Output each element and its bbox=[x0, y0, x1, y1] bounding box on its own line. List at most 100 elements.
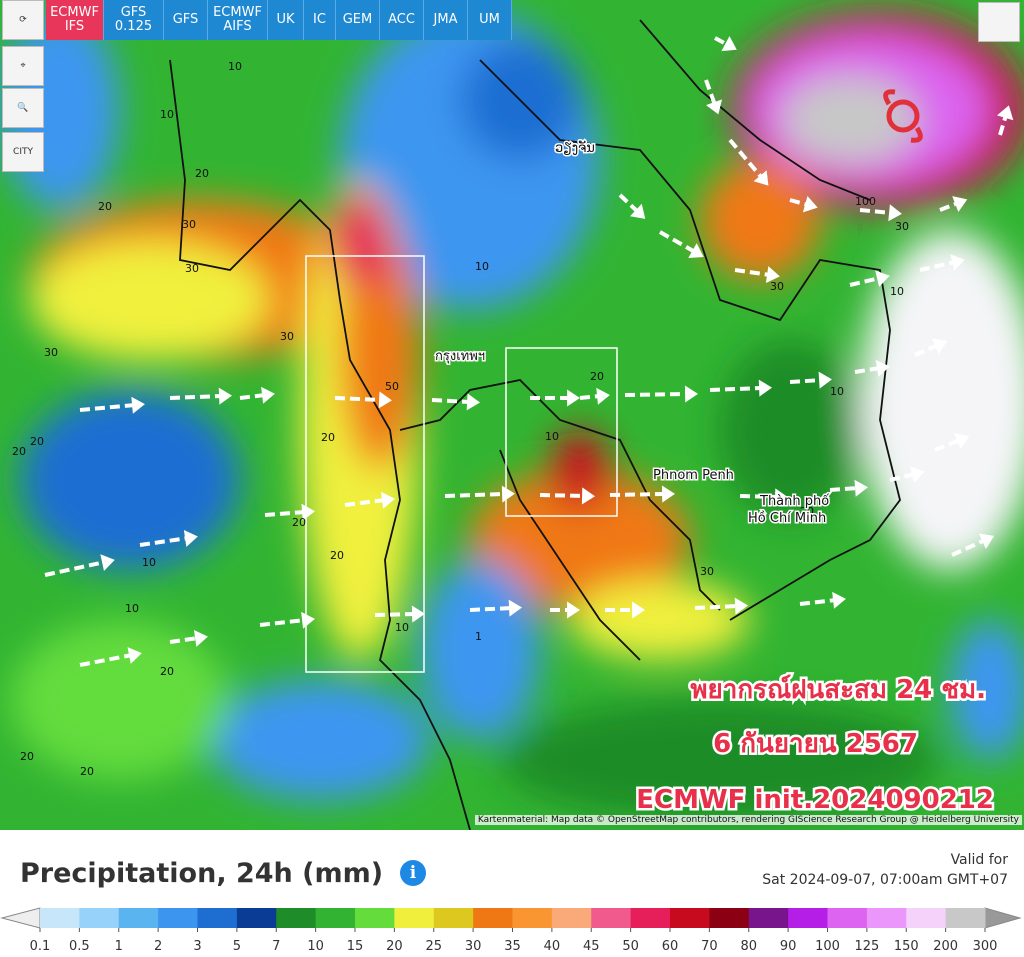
model-button[interactable]: UM bbox=[468, 0, 512, 40]
wind-arrow-head bbox=[721, 36, 737, 52]
location-button[interactable]: ⌖ bbox=[2, 46, 44, 86]
city-button[interactable]: CITY bbox=[2, 132, 44, 172]
refresh-button[interactable]: ⟳ bbox=[2, 0, 44, 40]
contour-label: 10 bbox=[142, 556, 156, 569]
wind-arrow-head bbox=[734, 597, 748, 615]
scale-swatch bbox=[158, 908, 198, 928]
wind-arrow-head bbox=[978, 533, 995, 549]
scale-label: 10 bbox=[307, 939, 324, 954]
model-button[interactable]: GFS bbox=[164, 0, 208, 40]
scale-swatch bbox=[355, 908, 395, 928]
wind-arrow-shaft bbox=[344, 498, 386, 507]
scale-label: 300 bbox=[973, 939, 998, 954]
wind-arrow-shaft bbox=[264, 510, 306, 517]
scale-label: 50 bbox=[622, 939, 639, 954]
model-button[interactable]: UK bbox=[268, 0, 304, 40]
wind-arrow-head bbox=[183, 529, 198, 547]
wind-arrow-shaft bbox=[714, 36, 729, 47]
contour-label: 10 bbox=[228, 60, 242, 73]
model-button[interactable]: ECMWF AIFS bbox=[208, 0, 268, 40]
scale-swatch bbox=[591, 908, 632, 928]
model-button[interactable]: JMA bbox=[424, 0, 468, 40]
forecast-date: 6 กันยายน 2567 bbox=[713, 729, 918, 759]
contour-label: 1 bbox=[475, 630, 482, 643]
wind-arrow-head bbox=[508, 599, 522, 617]
wind-arrow-shaft bbox=[849, 276, 881, 287]
contour-label: 30 bbox=[185, 262, 199, 275]
info-button[interactable]: i bbox=[400, 860, 426, 886]
contour-label: 30 bbox=[770, 280, 784, 293]
wind-arrow-head bbox=[218, 387, 232, 405]
scale-label: 125 bbox=[854, 939, 879, 954]
wind-arrow-head bbox=[261, 386, 275, 404]
scale-swatch bbox=[315, 908, 356, 928]
wind-arrow-head bbox=[765, 266, 780, 284]
wind-arrow-shaft bbox=[889, 472, 916, 482]
wind-arrow-shaft bbox=[859, 208, 893, 215]
scale-label: 35 bbox=[504, 939, 521, 954]
wind-arrow-head bbox=[632, 601, 645, 619]
wind-arrow-shaft bbox=[704, 79, 717, 106]
scale-label: 3 bbox=[193, 939, 201, 954]
scale-swatch bbox=[473, 908, 513, 928]
scale-swatch bbox=[670, 908, 710, 928]
wind-arrow-shaft bbox=[374, 612, 416, 617]
scale-swatch bbox=[788, 908, 828, 928]
wind-arrow-head bbox=[131, 396, 145, 414]
scale-label: 0.5 bbox=[69, 939, 90, 954]
scale-swatch bbox=[197, 908, 238, 928]
wind-arrow-shaft bbox=[169, 636, 199, 644]
zoom-button[interactable]: 🔍 bbox=[2, 88, 44, 128]
contour-label: 10 bbox=[125, 602, 139, 615]
contour-label: 20 bbox=[800, 505, 814, 518]
wind-arrow-head bbox=[706, 99, 723, 115]
scale-swatch bbox=[551, 908, 592, 928]
wind-arrow-head bbox=[875, 360, 890, 377]
model-button[interactable]: IC bbox=[304, 0, 336, 40]
contour-label: 10 bbox=[475, 260, 489, 273]
wind-arrow-head bbox=[952, 196, 968, 212]
scale-label: 150 bbox=[894, 939, 919, 954]
wind-arrow-shaft bbox=[624, 392, 689, 397]
contour-label: 50 bbox=[385, 380, 399, 393]
wind-arrow-shaft bbox=[469, 606, 513, 612]
contour-label: 30 bbox=[44, 346, 58, 359]
wind-arrow-shaft bbox=[789, 378, 823, 384]
wind-arrow-head bbox=[818, 371, 832, 389]
wind-arrow-head bbox=[854, 479, 868, 497]
contour-label: 10 bbox=[545, 430, 559, 443]
model-button[interactable]: GFS 0.125 bbox=[104, 0, 164, 40]
place-labels: ວຽງຈັນ กรุงเทพฯ Phnom Penh Thành phố Hồ Chí … bbox=[434, 139, 831, 527]
wind-arrow-shaft bbox=[579, 394, 601, 400]
model-button[interactable]: GEM bbox=[336, 0, 380, 40]
forecast-init: ECMWF init.2024090212 bbox=[636, 785, 994, 815]
scale-swatch bbox=[866, 908, 907, 928]
wind-arrow-head bbox=[661, 485, 675, 503]
wind-arrow-shaft bbox=[734, 268, 771, 277]
forecast-caption: พยากรณ์ฝนสะสม 24 ชม. bbox=[690, 674, 986, 705]
model-button[interactable]: ACC bbox=[380, 0, 424, 40]
wind-arrow-head bbox=[411, 605, 425, 623]
contour-label: 20 bbox=[160, 665, 174, 678]
wind-arrow-shaft bbox=[829, 486, 859, 492]
contour-label: 20 bbox=[20, 750, 34, 763]
wind-arrow-shaft bbox=[239, 393, 266, 400]
share-button[interactable] bbox=[978, 2, 1020, 42]
wind-arrow-head bbox=[301, 611, 315, 629]
contour-labels: 10 20 30 30 20 10 20 30 30 50 20 20 10 20 10 10 20 30 30 20… bbox=[12, 60, 909, 778]
contour-label: 20 bbox=[590, 370, 604, 383]
attribution: Kartenmaterial: Map data © OpenStreetMap… bbox=[474, 815, 1022, 825]
wind-arrow-head bbox=[875, 270, 890, 287]
wind-arrow-head bbox=[684, 385, 698, 403]
wind-arrow-head bbox=[567, 389, 580, 407]
scale-label: 2 bbox=[154, 939, 162, 954]
contour-label: 30 bbox=[280, 330, 294, 343]
model-button[interactable]: ECMWF IFS bbox=[46, 0, 104, 40]
place-label: กรุงเทพฯ bbox=[435, 349, 485, 364]
place-label: Thành phố bbox=[759, 494, 829, 509]
scale-swatch bbox=[433, 908, 474, 928]
scale-label: 200 bbox=[933, 939, 958, 954]
wind-arrow-shaft bbox=[694, 604, 739, 610]
wind-arrow-shaft bbox=[934, 438, 961, 452]
legend-title: Precipitation, 24h (mm) bbox=[20, 858, 384, 889]
